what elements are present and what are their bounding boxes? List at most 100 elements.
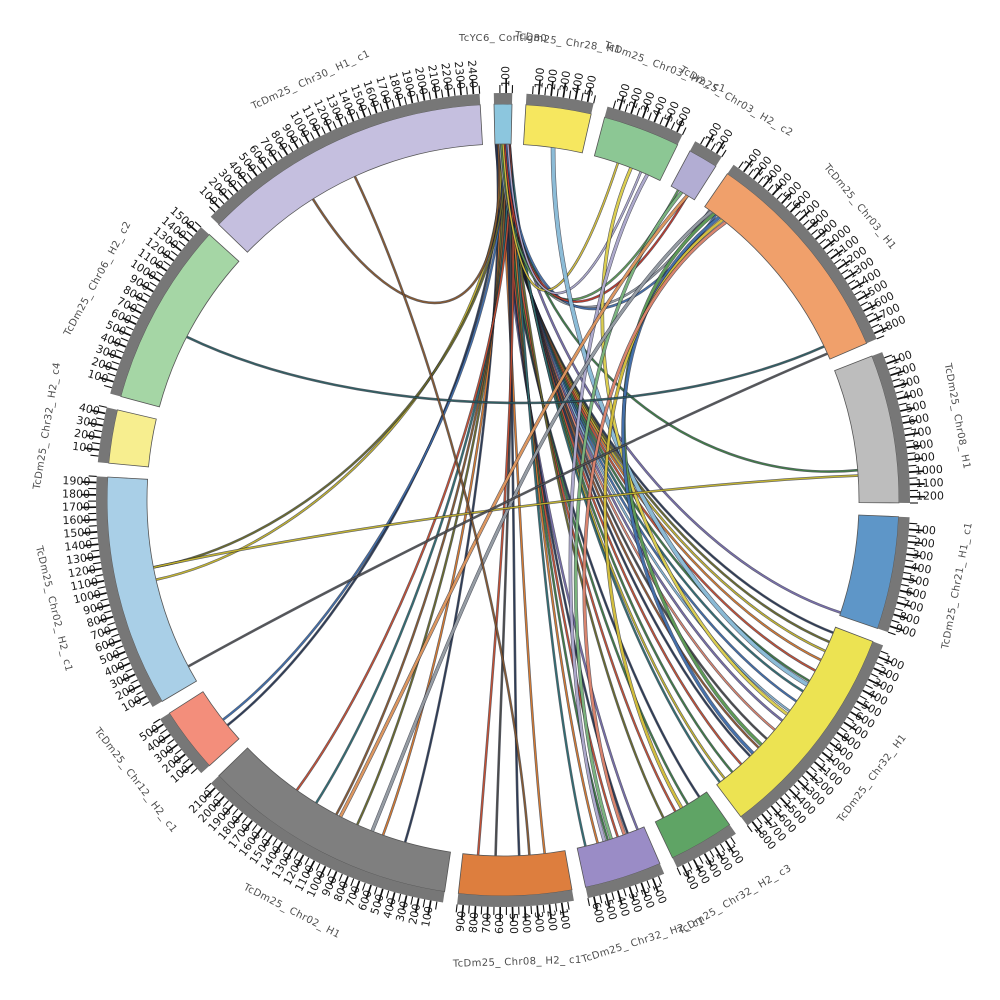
tick-mark	[127, 305, 142, 314]
tick-mark	[653, 107, 661, 123]
tick-mark	[898, 595, 907, 599]
tick-mark	[329, 871, 338, 886]
tick-mark	[98, 405, 107, 408]
tick-mark	[156, 271, 164, 277]
tick-mark	[567, 901, 570, 910]
tick-mark	[853, 706, 861, 712]
tick-mark	[806, 219, 820, 231]
tick-mark	[111, 340, 127, 348]
tick-label: 1000	[72, 587, 102, 606]
tick-mark	[876, 335, 885, 340]
tick-mark	[149, 281, 157, 287]
link-chord	[371, 210, 713, 832]
segment-arc-TcDm25_Chr32_H2_c1	[576, 826, 661, 888]
tick-mark	[562, 82, 567, 98]
tick-mark	[256, 165, 263, 173]
tick-mark	[903, 571, 912, 575]
tick-label: 1200	[916, 489, 944, 502]
tick-mark	[168, 240, 182, 252]
tick-label: 1100	[915, 476, 943, 490]
tick-mark	[213, 791, 220, 799]
tick-label: 900	[454, 910, 469, 932]
tick-mark	[455, 904, 458, 913]
tick-mark	[458, 80, 462, 96]
tick-mark	[770, 805, 782, 818]
tick-mark	[705, 133, 715, 148]
tick-mark	[190, 767, 198, 775]
tick-label: 700	[89, 624, 113, 643]
tick-mark	[908, 535, 917, 537]
tick-mark	[692, 859, 702, 874]
tick-mark	[709, 850, 715, 858]
tick-mark	[261, 831, 268, 839]
tick-mark	[312, 122, 321, 137]
tick-mark	[898, 402, 907, 406]
tick-mark	[140, 283, 154, 293]
tick-mark	[560, 902, 565, 918]
segment-arc-TcDm25_Chr12_H2_c1	[168, 691, 240, 767]
tick-label: 500	[907, 573, 930, 590]
tick-label: 300	[626, 890, 645, 914]
tick-mark	[111, 650, 126, 659]
tick-mark	[837, 259, 851, 270]
tick-mark	[623, 888, 627, 897]
tick-mark	[473, 906, 477, 922]
tick-mark	[857, 292, 872, 301]
tick-mark	[86, 567, 102, 573]
tick-mark	[830, 249, 844, 260]
tick-mark	[143, 292, 151, 298]
tick-mark	[218, 197, 225, 205]
tick-mark	[581, 92, 584, 101]
tick-mark	[605, 893, 611, 909]
tick-mark	[624, 104, 629, 112]
tick-mark	[300, 128, 310, 143]
tick-mark	[365, 884, 372, 900]
tick-mark	[805, 770, 819, 782]
tick-mark	[751, 821, 763, 835]
tick-mark	[115, 349, 124, 354]
tick-mark	[640, 882, 648, 898]
tick-mark	[257, 155, 268, 169]
tick-mark	[834, 258, 842, 265]
tick-mark	[895, 390, 904, 394]
links-layer	[153, 143, 859, 856]
tick-mark	[81, 518, 97, 522]
segment-tick-strip	[604, 106, 683, 145]
tick-mark	[904, 432, 920, 437]
tick-label: 300	[532, 911, 547, 933]
link-chord	[382, 143, 502, 836]
tick-mark	[833, 737, 841, 743]
tick-mark	[897, 394, 913, 400]
tick-label: 300	[912, 548, 935, 564]
tick-mark	[862, 689, 877, 699]
tick-label: 300	[557, 70, 573, 93]
tick-mark	[471, 79, 475, 95]
tick-mark	[850, 281, 865, 291]
tick-mark	[185, 221, 198, 233]
tick-mark	[789, 200, 802, 213]
tick-mark	[165, 743, 179, 755]
tick-mark	[766, 809, 773, 817]
tick-mark	[361, 882, 366, 891]
tick-mark	[905, 559, 914, 562]
tick-mark	[907, 452, 916, 455]
tick-label: 900	[82, 600, 106, 618]
tick-label: 400	[570, 72, 587, 95]
tick-label: 1200	[67, 563, 97, 581]
tick-mark	[350, 878, 355, 887]
link-chord	[574, 191, 683, 840]
tick-mark	[87, 421, 104, 427]
segment-arc-TcDm25_Chr08_H2_c1	[457, 850, 573, 897]
tick-mark	[377, 888, 384, 904]
tick-mark	[714, 846, 724, 861]
tick-mark	[829, 741, 843, 753]
tick-mark	[646, 880, 651, 889]
tick-mark	[435, 901, 438, 910]
tick-mark	[103, 610, 112, 614]
tick-mark	[906, 444, 922, 449]
tick-mark	[157, 733, 171, 744]
tick-mark	[217, 187, 230, 201]
tick-mark	[746, 825, 753, 833]
tick-mark	[440, 89, 444, 98]
tick-mark	[719, 843, 726, 852]
